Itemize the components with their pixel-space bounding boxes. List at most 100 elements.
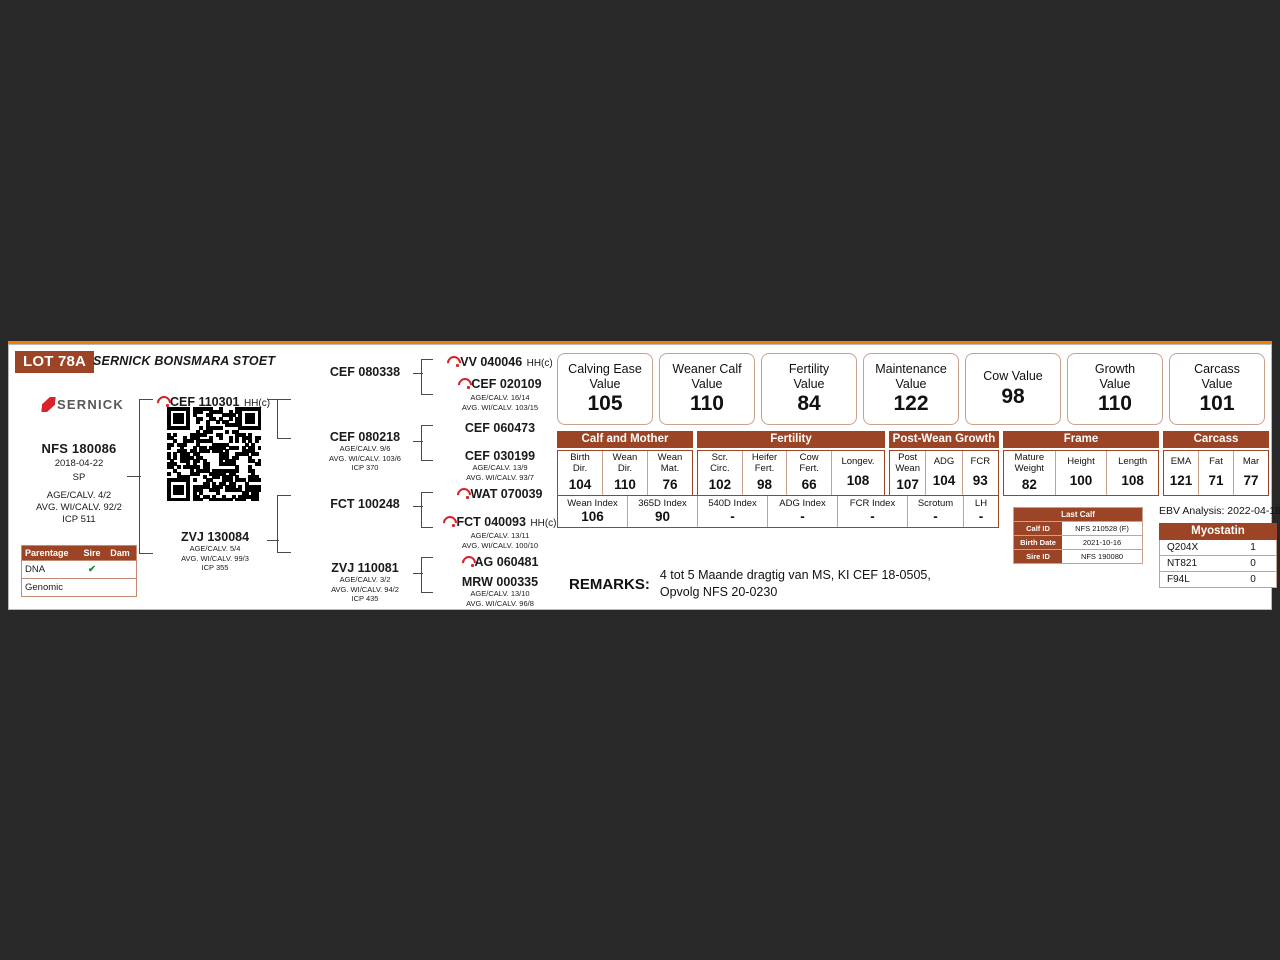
remarks-label: REMARKS: (569, 575, 650, 593)
index-wean-label: Wean Index (567, 498, 618, 509)
pedigree-gen3-3: CEF 030199 AGE/CALV. 13/9 AVG. WI/CALV. … (439, 449, 561, 482)
index-365d-label: 365D Index (638, 498, 687, 509)
ebv-trait-post-wean-l1: Post (898, 452, 918, 463)
bracket-gen2-2 (421, 492, 433, 528)
animal-identity-block: NFS 180086 2018-04-22 SP AGE/CALV. 4/2 A… (15, 441, 143, 526)
ebv-trait-wean-mat-value: 76 (662, 477, 678, 492)
bracket-gen2-0 (421, 359, 433, 395)
animal-catalogue-card: LOT 78A SERNICK BONSMARA STOET SERNICK N… (8, 344, 1280, 610)
ebv-group-headers-right: Frame Carcass (1003, 431, 1269, 448)
ebv-trait-adg-l1: ADG (933, 455, 955, 467)
ebv-trait-longev: Longev. 108 (832, 451, 885, 495)
last-calf-calf-id-value: NFS 210528 (F) (1062, 522, 1142, 535)
ebv-trait-mature-weight-value: 82 (1021, 477, 1037, 492)
pedigree-gen2-2: FCT 100248 (315, 497, 415, 511)
ebv-trait-birth-dir-l2: Dir. (572, 462, 588, 474)
ebv-trait-rows-left: Birth Dir. 104 Wean Dir. 110 Wean Mat. 76 S… (557, 450, 999, 496)
ebv-trait-longev-value: 108 (846, 473, 870, 489)
index-lh-label: LH (974, 498, 988, 509)
value-card-carcass-value: 101 (1199, 392, 1235, 415)
index-540d-value: - (730, 509, 735, 524)
ebv-trait-post-wean-value: 107 (896, 477, 919, 492)
ebv-traits-post-wean: Post Wean 107 ADG 104 FCR 93 (889, 450, 999, 496)
qr-code[interactable] (167, 407, 261, 501)
lot-badge: LOT 78A (15, 351, 95, 373)
ebv-group-header-carcass: Carcass (1163, 431, 1269, 448)
pedigree-gen3-0-hh: HH(c) (526, 358, 553, 369)
tick-gen2-2 (413, 506, 423, 507)
ebv-group-header-post-wean: Post-Wean Growth (889, 431, 999, 448)
value-card-carcass-line2: Value (1201, 376, 1233, 391)
index-lh-value: - (978, 509, 984, 524)
ebv-trait-fat: Fat 71 (1199, 451, 1234, 495)
ebv-trait-wean-dir: Wean Dir. 110 (603, 451, 648, 495)
ebv-trait-heifer-fert-l1: Heifer (751, 452, 778, 463)
ebv-table-right: Frame Carcass Mature Weight 82 Height 100… (1003, 431, 1269, 496)
value-card-calving-ease-value: 105 (587, 392, 623, 415)
ebv-trait-mature-weight-l1: Mature (1014, 452, 1045, 463)
value-card-carcass-line1: Carcass (1194, 362, 1240, 376)
parentage-table: Parentage Sire Dam DNA ✔ Genomic (21, 545, 137, 597)
last-calf-row-sire-id: Sire ID NFS 190080 (1014, 549, 1142, 563)
value-card-growth: Growth Value 110 (1067, 353, 1163, 425)
last-calf-row-birth-date: Birth Date 2021-10-16 (1014, 535, 1142, 549)
tick-dam (267, 540, 279, 541)
ebv-trait-height: Height 100 (1055, 451, 1108, 495)
tick-gen2-0 (413, 373, 423, 374)
ebv-trait-wean-dir-l2: Dir. (617, 462, 633, 474)
ebv-trait-ema: EMA 121 (1164, 451, 1199, 495)
ebv-trait-fcr-l1: FCR (970, 455, 991, 467)
parentage-header: Parentage Sire Dam (22, 546, 136, 560)
sernick-logo: SERNICK (31, 393, 135, 415)
ebv-trait-ema-l1: EMA (1170, 455, 1192, 467)
ebv-traits-carcass: EMA 121 Fat 71 Mar 77 (1163, 450, 1269, 496)
index-adg: ADG Index - (768, 496, 838, 527)
last-calf-table: Last Calf Calf ID NFS 210528 (F) Birth D… (1013, 507, 1143, 564)
pedigree-gen2-0-name: CEF 080338 (329, 365, 401, 379)
value-card-cow: Cow Value 98 (965, 353, 1061, 425)
pedigree-gen3-1-age-calv: AGE/CALV. 16/14 (470, 393, 530, 402)
ebv-trait-cow-fert-l2: Fert. (799, 462, 819, 474)
last-calf-birth-date-label: Birth Date (1014, 536, 1062, 549)
pedigree-sire-hh: HH(c) (243, 398, 271, 409)
ebv-trait-wean-mat-l1: Wean (657, 452, 683, 463)
pedigree-gen3-6: AG 060481 (439, 553, 561, 571)
ebv-trait-height-l1: Height (1067, 455, 1095, 467)
value-card-cow-line1: Cow Value (983, 369, 1043, 384)
pedigree-gen3-0: VV 040046 HH(c) (439, 353, 561, 371)
value-card-calving-ease-line2: Value (589, 376, 621, 391)
index-adg-label: ADG Index (779, 498, 826, 509)
pedigree-gen3-4: WAT 070039 (439, 485, 561, 503)
pedigree-sire-name: CEF 110301 (170, 395, 240, 409)
ebv-trait-wean-mat: Wean Mat. 76 (648, 451, 692, 495)
parentage-row-dna: DNA ✔ (22, 560, 136, 578)
index-adg-value: - (800, 509, 805, 524)
ebv-trait-scr-circ-l2: Circ. (710, 462, 730, 474)
value-card-weaner-calf: Weaner Calf Value 110 (659, 353, 755, 425)
last-calf-sire-id-value: NFS 190080 (1062, 550, 1142, 563)
value-card-growth-value: 110 (1098, 392, 1132, 415)
pedigree-gen3-5-age-calv: AGE/CALV. 13/11 (470, 531, 530, 540)
ebv-trait-fat-l1: Fat (1209, 455, 1223, 467)
value-card-calving-ease-line1: Calving Ease (568, 362, 642, 376)
pedigree-gen2-1: CEF 080218 AGE/CALV. 9/6 AVG. WI/CALV. 1… (315, 430, 415, 473)
bracket-gen2-3 (421, 557, 433, 593)
pedigree-gen3-7: MRW 000335 AGE/CALV. 13/10 AVG. WI/CALV.… (439, 575, 561, 608)
last-calf-birth-date-value: 2021-10-16 (1062, 536, 1142, 549)
value-card-growth-line2: Value (1099, 376, 1131, 391)
myostatin-title: Myostatin (1159, 523, 1277, 540)
parentage-header-label: Parentage (25, 548, 69, 558)
parentage-dna-label: DNA (25, 564, 46, 575)
pedigree-gen2-3-age-calv: AGE/CALV. 3/2 (339, 575, 391, 584)
animal-age-calv: AGE/CALV. 4/2 (46, 490, 112, 501)
pedigree-gen3-6-name: AG 060481 (474, 555, 539, 569)
genetic-marker-icon (443, 516, 456, 527)
genetic-marker-icon (157, 396, 169, 407)
ebv-trait-length-value: 108 (1121, 473, 1144, 489)
pedigree-sire: CEF 110301 HH(c) (157, 393, 270, 411)
pedigree-gen3-2: CEF 060473 (439, 421, 561, 435)
tick-animal (127, 476, 141, 477)
ebv-trait-fat-value: 71 (1208, 473, 1224, 489)
pedigree-gen2-3-icp: ICP 435 (351, 594, 379, 603)
